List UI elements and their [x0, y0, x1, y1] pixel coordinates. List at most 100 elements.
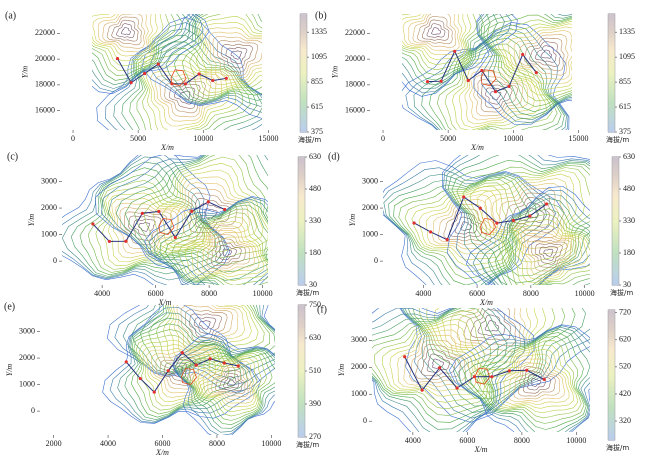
- colorbar-frame: [299, 13, 308, 133]
- contour-line: [490, 344, 579, 414]
- panel-label: (b): [315, 10, 327, 21]
- contour-line: [138, 222, 151, 232]
- route-node: [507, 369, 511, 373]
- terrain: [383, 155, 590, 285]
- x-tick-label: 10000: [503, 134, 523, 143]
- contour-line: [188, 352, 267, 417]
- contour-line: [114, 305, 275, 386]
- contour-line: [198, 320, 211, 330]
- contour-line: [191, 220, 264, 278]
- contour-line: [189, 192, 238, 234]
- contour-line: [456, 164, 590, 277]
- x-tick-label: 6000: [469, 289, 485, 298]
- x-tick-label: 4000: [94, 289, 110, 298]
- panel-label: (d): [328, 151, 340, 162]
- contour-line: [113, 28, 262, 130]
- contour-line: [483, 14, 572, 113]
- y-tick-label: 3000: [19, 326, 35, 335]
- colorbar-tick-label: 375: [619, 127, 631, 136]
- area-outline: [170, 69, 187, 87]
- route-node: [124, 360, 128, 364]
- contour-line: [197, 357, 258, 408]
- contour-line: [171, 208, 268, 285]
- contour-line: [95, 180, 205, 270]
- contour-line: [393, 176, 530, 285]
- contour-line: [531, 240, 568, 269]
- contour-line: [184, 216, 268, 282]
- contour-line: [513, 362, 561, 400]
- contour-line: [210, 237, 247, 267]
- contour-line: [372, 308, 517, 432]
- contour-line: [495, 20, 572, 96]
- contour-line: [477, 173, 577, 256]
- contour-line: [201, 21, 262, 89]
- route-node: [223, 207, 227, 212]
- route-node: [124, 239, 128, 243]
- contour-line: [518, 365, 556, 397]
- contour-line: [444, 49, 553, 130]
- route-node: [429, 230, 433, 234]
- contour-line: [216, 40, 259, 73]
- contour-line: [97, 14, 149, 53]
- contour-line: [409, 339, 466, 384]
- x-tick-label: 0: [381, 134, 385, 143]
- colorbar-tick-label: 1335: [619, 27, 635, 36]
- contour-line: [451, 160, 590, 284]
- contour-line: [508, 358, 565, 403]
- contour-line: [513, 219, 590, 285]
- contour-line: [397, 329, 477, 392]
- y-tick-label: 18000: [35, 80, 55, 89]
- contour-line: [480, 193, 590, 285]
- x-tick-label: 0: [71, 134, 75, 143]
- area-outline: [474, 367, 491, 385]
- contour-line: [540, 49, 552, 59]
- contour-line: [159, 201, 268, 285]
- contour-line: [70, 161, 222, 277]
- contour-line: [403, 334, 472, 388]
- x-tick-label: 10000: [261, 439, 281, 448]
- contour-line: [426, 23, 446, 38]
- y-tick-label: 0: [53, 256, 57, 265]
- route-node: [190, 209, 194, 213]
- x-tick-label: 6000: [155, 439, 171, 448]
- route-node: [173, 235, 177, 240]
- contour-line: [480, 14, 572, 117]
- colorbar-tick-label: 180: [623, 248, 635, 257]
- y-tick-label: 2000: [351, 362, 367, 371]
- contour-line: [212, 36, 262, 77]
- contour-line: [413, 28, 567, 130]
- colorbar-tick-label: 630: [309, 333, 321, 342]
- contour-line: [230, 50, 242, 60]
- colorbar-tick-label: 510: [309, 366, 321, 375]
- colorbar-tick-label: 330: [623, 216, 635, 225]
- route-node: [453, 49, 457, 53]
- contour-line: [498, 187, 560, 239]
- contour-line: [198, 203, 225, 225]
- contour-line: [402, 14, 467, 60]
- contour-line: [538, 245, 558, 261]
- route-node: [115, 56, 120, 61]
- route-node: [478, 206, 482, 210]
- panel: (f) 4000 6000 8000 10000 X/m 0 1000 2000 3000 Y/m 3…: [317, 304, 631, 454]
- contour-line: [478, 14, 572, 121]
- contour-line: [201, 230, 256, 272]
- colorbar-tick-label: 30: [309, 280, 317, 289]
- contour-line: [92, 14, 204, 92]
- route-node: [439, 79, 443, 83]
- colorbar-tick-label: 1335: [311, 27, 327, 36]
- contour-line: [165, 14, 262, 103]
- contour-line: [223, 375, 240, 389]
- contour-line: [92, 14, 153, 57]
- contour-line: [122, 305, 275, 379]
- route-node: [180, 351, 184, 355]
- contour-line: [426, 308, 547, 378]
- colorbar-tick-label: 330: [309, 216, 321, 225]
- route-node: [412, 221, 416, 225]
- colorbar-tick-label: 180: [309, 248, 321, 257]
- contour-line: [486, 14, 572, 107]
- x-tick-label: 10000: [566, 436, 586, 445]
- contour-line: [518, 33, 569, 76]
- contour-line: [142, 59, 237, 130]
- y-axis-label: Y/m: [348, 214, 357, 227]
